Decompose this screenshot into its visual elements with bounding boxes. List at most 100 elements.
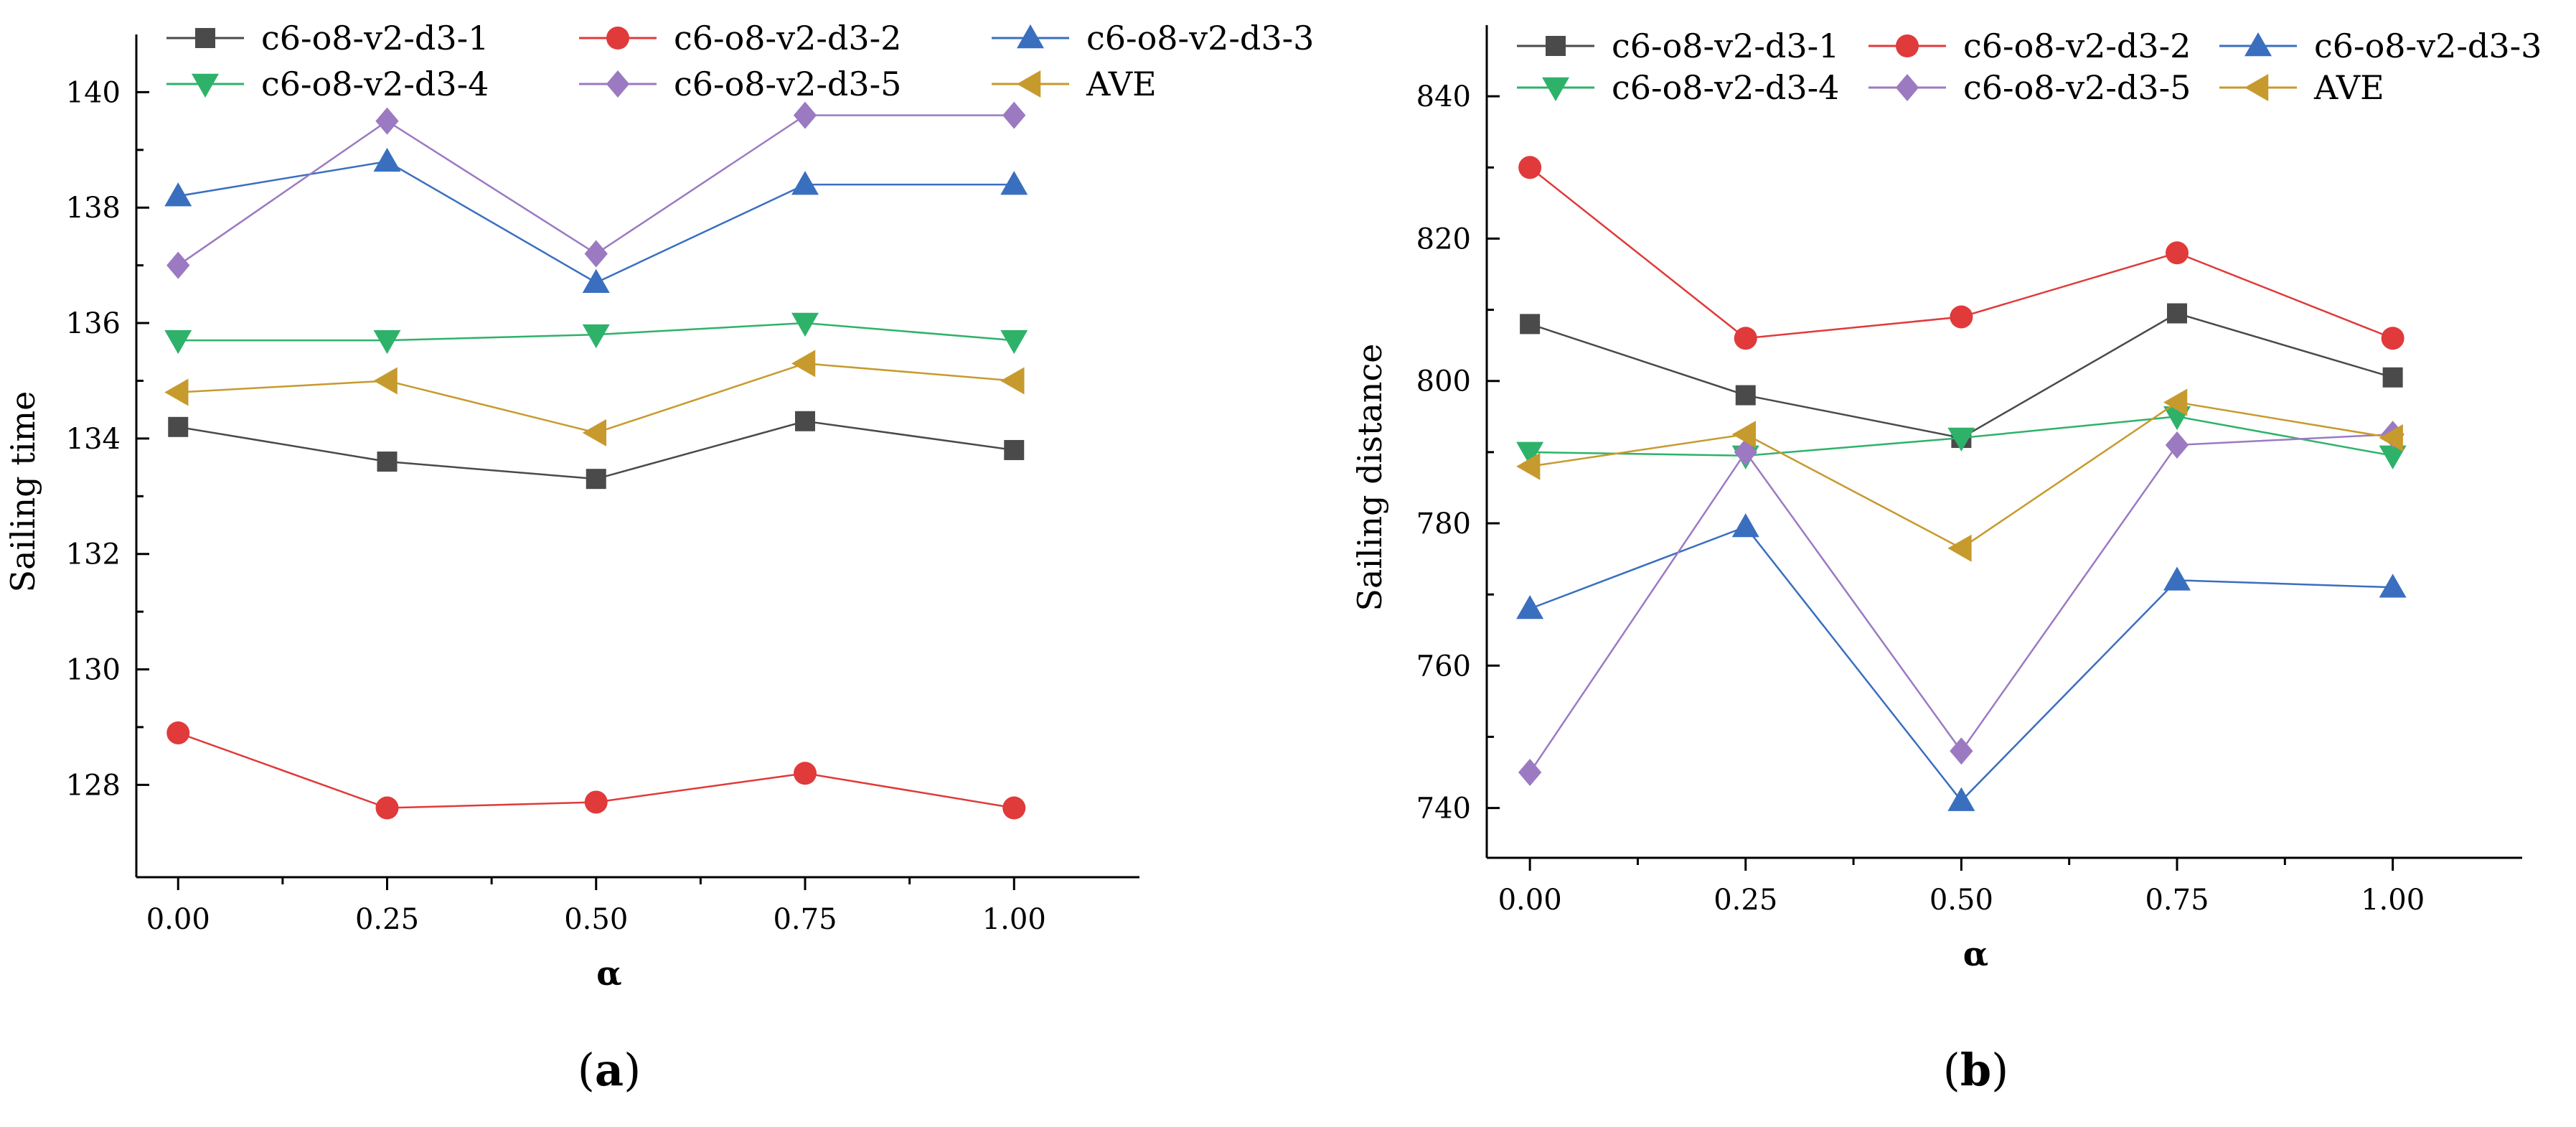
chart-b-series-line-c6-o8-v2-d3-5 <box>1529 433 2393 773</box>
chart-a-point-c6-o8-v2-d3-1 <box>795 411 815 431</box>
chart-a-point-c6-o8-v2-d3-3 <box>373 147 401 172</box>
chart-b-x-tick-label: 1.00 <box>2361 884 2425 917</box>
chart-b-y-tick-label: 800 <box>1416 365 1471 398</box>
chart-a-legend-label: c6-o8-v2-d3-4 <box>261 65 489 103</box>
chart-b-point-AVE <box>1516 452 1541 480</box>
chart-b-legend-marker <box>1896 34 1919 57</box>
chart-a-x-tick-label: 0.00 <box>146 903 210 936</box>
chart-b-point-c6-o8-v2-d3-5 <box>1950 737 1973 765</box>
chart-a-point-c6-o8-v2-d3-3 <box>582 268 610 294</box>
chart-a-legend-marker <box>1017 70 1041 98</box>
chart-a-panel-label: (a) <box>578 1044 641 1096</box>
chart-b-point-c6-o8-v2-d3-4 <box>1516 441 1544 466</box>
chart-b-legend-label: c6-o8-v2-d3-3 <box>2314 27 2542 65</box>
chart-b-point-c6-o8-v2-d3-2 <box>1734 327 1757 350</box>
chart-a-point-c6-o8-v2-d3-3 <box>791 171 819 195</box>
chart-b-point-AVE <box>2379 424 2403 452</box>
chart-b-point-c6-o8-v2-d3-4 <box>2379 445 2407 469</box>
chart-a-y-tick-label: 140 <box>66 76 121 109</box>
chart-b-legend-marker <box>1542 77 1569 101</box>
chart-a-point-c6-o8-v2-d3-4 <box>373 329 401 355</box>
chart-a-point-c6-o8-v2-d3-5 <box>166 251 190 279</box>
chart-a-point-c6-o8-v2-d3-5 <box>375 107 399 135</box>
chart-a-point-c6-o8-v2-d3-2 <box>584 790 608 814</box>
chart-b-y-tick-label: 840 <box>1416 80 1471 113</box>
chart-b-x-tick-label: 0.00 <box>1498 884 1562 917</box>
chart-b-legend-marker <box>1546 36 1566 56</box>
chart-a-point-AVE <box>791 350 816 378</box>
chart-b-y-axis-label: Sailing distance <box>1350 343 1389 611</box>
chart-b-point-AVE <box>2163 388 2188 416</box>
chart-b-point-c6-o8-v2-d3-4 <box>1947 427 1975 452</box>
chart-a-legend-marker <box>606 70 630 98</box>
chart-a-point-c6-o8-v2-d3-1 <box>1004 439 1025 460</box>
chart-a-y-tick-label: 136 <box>66 307 121 340</box>
chart-a-legend-marker <box>195 28 215 48</box>
chart-a-y-tick-label: 130 <box>66 654 121 687</box>
chart-b-point-c6-o8-v2-d3-2 <box>2166 241 2189 265</box>
chart-a-y-tick-label: 132 <box>66 538 121 571</box>
chart-b-legend-label: c6-o8-v2-d3-1 <box>1612 27 1839 65</box>
chart-b-point-c6-o8-v2-d3-1 <box>2382 367 2403 388</box>
chart-a-legend-marker <box>1017 24 1044 49</box>
chart-b-point-AVE <box>1731 421 1756 449</box>
chart-a-point-c6-o8-v2-d3-4 <box>164 329 192 355</box>
chart-a-point-c6-o8-v2-d3-4 <box>791 312 819 337</box>
chart-a-point-c6-o8-v2-d3-2 <box>375 796 399 820</box>
chart-a-x-tick-label: 0.75 <box>773 903 837 936</box>
chart-b-x-tick-label: 0.25 <box>1714 884 1777 917</box>
chart-a-legend-label: c6-o8-v2-d3-2 <box>674 19 901 57</box>
chart-a-point-c6-o8-v2-d3-5 <box>1002 101 1026 129</box>
chart-a-y-axis-label: Sailing time <box>4 391 42 593</box>
chart-a-point-c6-o8-v2-d3-4 <box>582 324 610 349</box>
chart-a-point-c6-o8-v2-d3-2 <box>1002 796 1026 820</box>
chart-b-y-tick-label: 780 <box>1416 508 1471 541</box>
chart-a-legend-label: c6-o8-v2-d3-3 <box>1086 19 1314 57</box>
chart-b-point-c6-o8-v2-d3-5 <box>2165 431 2189 459</box>
chart-b-legend-label: AVE <box>2313 68 2384 107</box>
chart-b-point-c6-o8-v2-d3-2 <box>2381 327 2405 350</box>
chart-b-x-tick-label: 0.50 <box>1929 884 1993 917</box>
chart-a-legend-label: AVE <box>1086 65 1157 103</box>
chart-b-point-c6-o8-v2-d3-3 <box>2163 566 2191 591</box>
chart-a: 128 130 132 134 136 138 140 0.00 0.25 0.50 0.75 1.0… <box>4 19 1314 1096</box>
chart-a-legend-marker <box>192 73 219 98</box>
chart-a-point-AVE <box>164 378 189 406</box>
chart-a-legend-marker <box>606 27 629 50</box>
chart-a-legend-label: c6-o8-v2-d3-5 <box>674 65 901 103</box>
chart-b-legend-label: c6-o8-v2-d3-5 <box>1963 68 2191 107</box>
chart-a-point-c6-o8-v2-d3-2 <box>166 721 190 744</box>
chart-a-x-axis-label: α <box>596 954 621 993</box>
chart-b-point-c6-o8-v2-d3-1 <box>1735 385 1756 406</box>
chart-a-point-c6-o8-v2-d3-3 <box>1000 171 1028 195</box>
chart-b-series-line-AVE <box>1529 401 2393 550</box>
chart-b-legend-label: c6-o8-v2-d3-4 <box>1612 68 1839 107</box>
chart-a-point-c6-o8-v2-d3-5 <box>584 240 608 268</box>
chart-b-point-c6-o8-v2-d3-3 <box>1516 594 1544 619</box>
chart-b-y-tick-label: 740 <box>1416 792 1471 826</box>
chart-a-point-AVE <box>373 367 398 395</box>
chart-b-legend-marker <box>2244 32 2272 57</box>
chart-a-y-tick-label: 138 <box>66 192 121 225</box>
chart-b-y-tick-label: 820 <box>1416 223 1471 256</box>
chart-a-point-c6-o8-v2-d3-3 <box>164 182 192 207</box>
chart-b-point-c6-o8-v2-d3-1 <box>2167 303 2187 324</box>
chart-a-point-c6-o8-v2-d3-1 <box>586 469 606 490</box>
chart-b-point-c6-o8-v2-d3-3 <box>1731 513 1759 538</box>
chart-a-x-tick-label: 1.00 <box>982 903 1046 936</box>
chart-b-legend-marker <box>1895 74 1919 101</box>
chart-a-point-c6-o8-v2-d3-2 <box>794 762 817 785</box>
chart-b-point-c6-o8-v2-d3-3 <box>2379 574 2407 598</box>
chart-b-point-c6-o8-v2-d3-5 <box>1518 759 1542 787</box>
chart-a-x-tick-label: 0.25 <box>355 903 419 936</box>
chart-a-y-tick-label: 128 <box>66 769 121 802</box>
chart-a-point-c6-o8-v2-d3-5 <box>793 101 817 129</box>
chart-a-point-AVE <box>582 418 606 446</box>
chart-b-point-c6-o8-v2-d3-2 <box>1950 305 1973 329</box>
chart-b-x-axis-label: α <box>1963 935 1988 973</box>
chart-b-point-c6-o8-v2-d3-2 <box>1518 156 1542 179</box>
chart-b: 740 760 780 800 820 840 0.00 0.25 0.50 0.75 1.00 α S… <box>1350 25 2542 1096</box>
chart-b-legend-marker <box>2244 74 2269 101</box>
chart-b-panel-label: (b) <box>1943 1044 2009 1096</box>
